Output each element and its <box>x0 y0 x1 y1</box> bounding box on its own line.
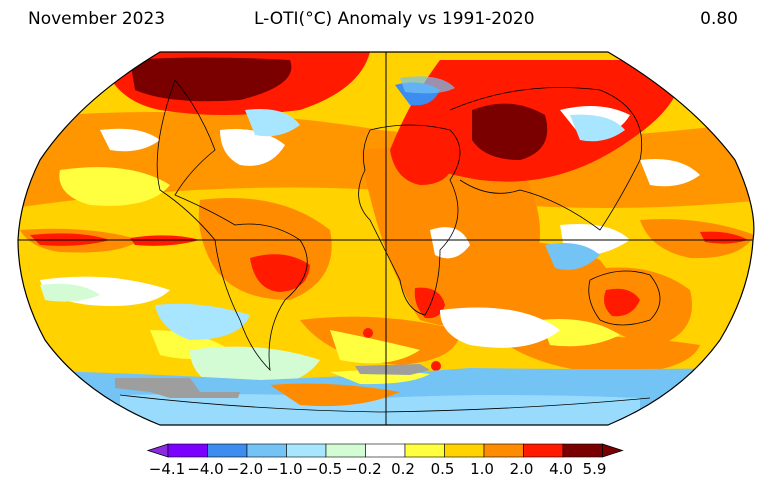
global-mean-value: 0.80 <box>700 9 738 29</box>
colorbar-cell <box>167 443 208 458</box>
colorbar-tick-label: 0.2 <box>391 460 415 478</box>
colorbar-cell <box>325 443 366 458</box>
colorbar-under-arrow <box>146 443 169 458</box>
colorbar-tick-label: −1.0 <box>266 460 302 478</box>
colorbar-tick-label: 1.0 <box>470 460 494 478</box>
colorbar-cell <box>246 443 287 458</box>
colorbar-cell <box>207 443 248 458</box>
colorbar-cell <box>562 443 603 458</box>
colorbar-tick-label: −0.5 <box>306 460 342 478</box>
globe-outline <box>17 51 755 426</box>
colorbar-tick-label: −0.2 <box>345 460 381 478</box>
colorbar-tick-label: 4.0 <box>549 460 573 478</box>
colorbar-cell <box>404 443 445 458</box>
colorbar-tick-label: −4.1 <box>149 460 185 478</box>
colorbar-tick-label: −4.0 <box>187 460 223 478</box>
colorbar-tick-label: −2.0 <box>227 460 263 478</box>
colorbar-cell <box>365 443 406 458</box>
colorbar-cell <box>286 443 327 458</box>
map-title: L-OTI(°C) Anomaly vs 1991-2020 <box>254 9 535 29</box>
colorbar-tick-label: 2.0 <box>510 460 534 478</box>
map-date-label: November 2023 <box>28 9 166 29</box>
colorbar-cell <box>483 443 524 458</box>
colorbar-tick-label: 5.9 <box>583 460 607 478</box>
coastlines <box>119 79 661 413</box>
colorbar-cell <box>523 443 564 458</box>
colorbar-over-arrow <box>602 443 624 458</box>
colorbar-tick-label: 0.5 <box>431 460 455 478</box>
colorbar-cell <box>444 443 485 458</box>
